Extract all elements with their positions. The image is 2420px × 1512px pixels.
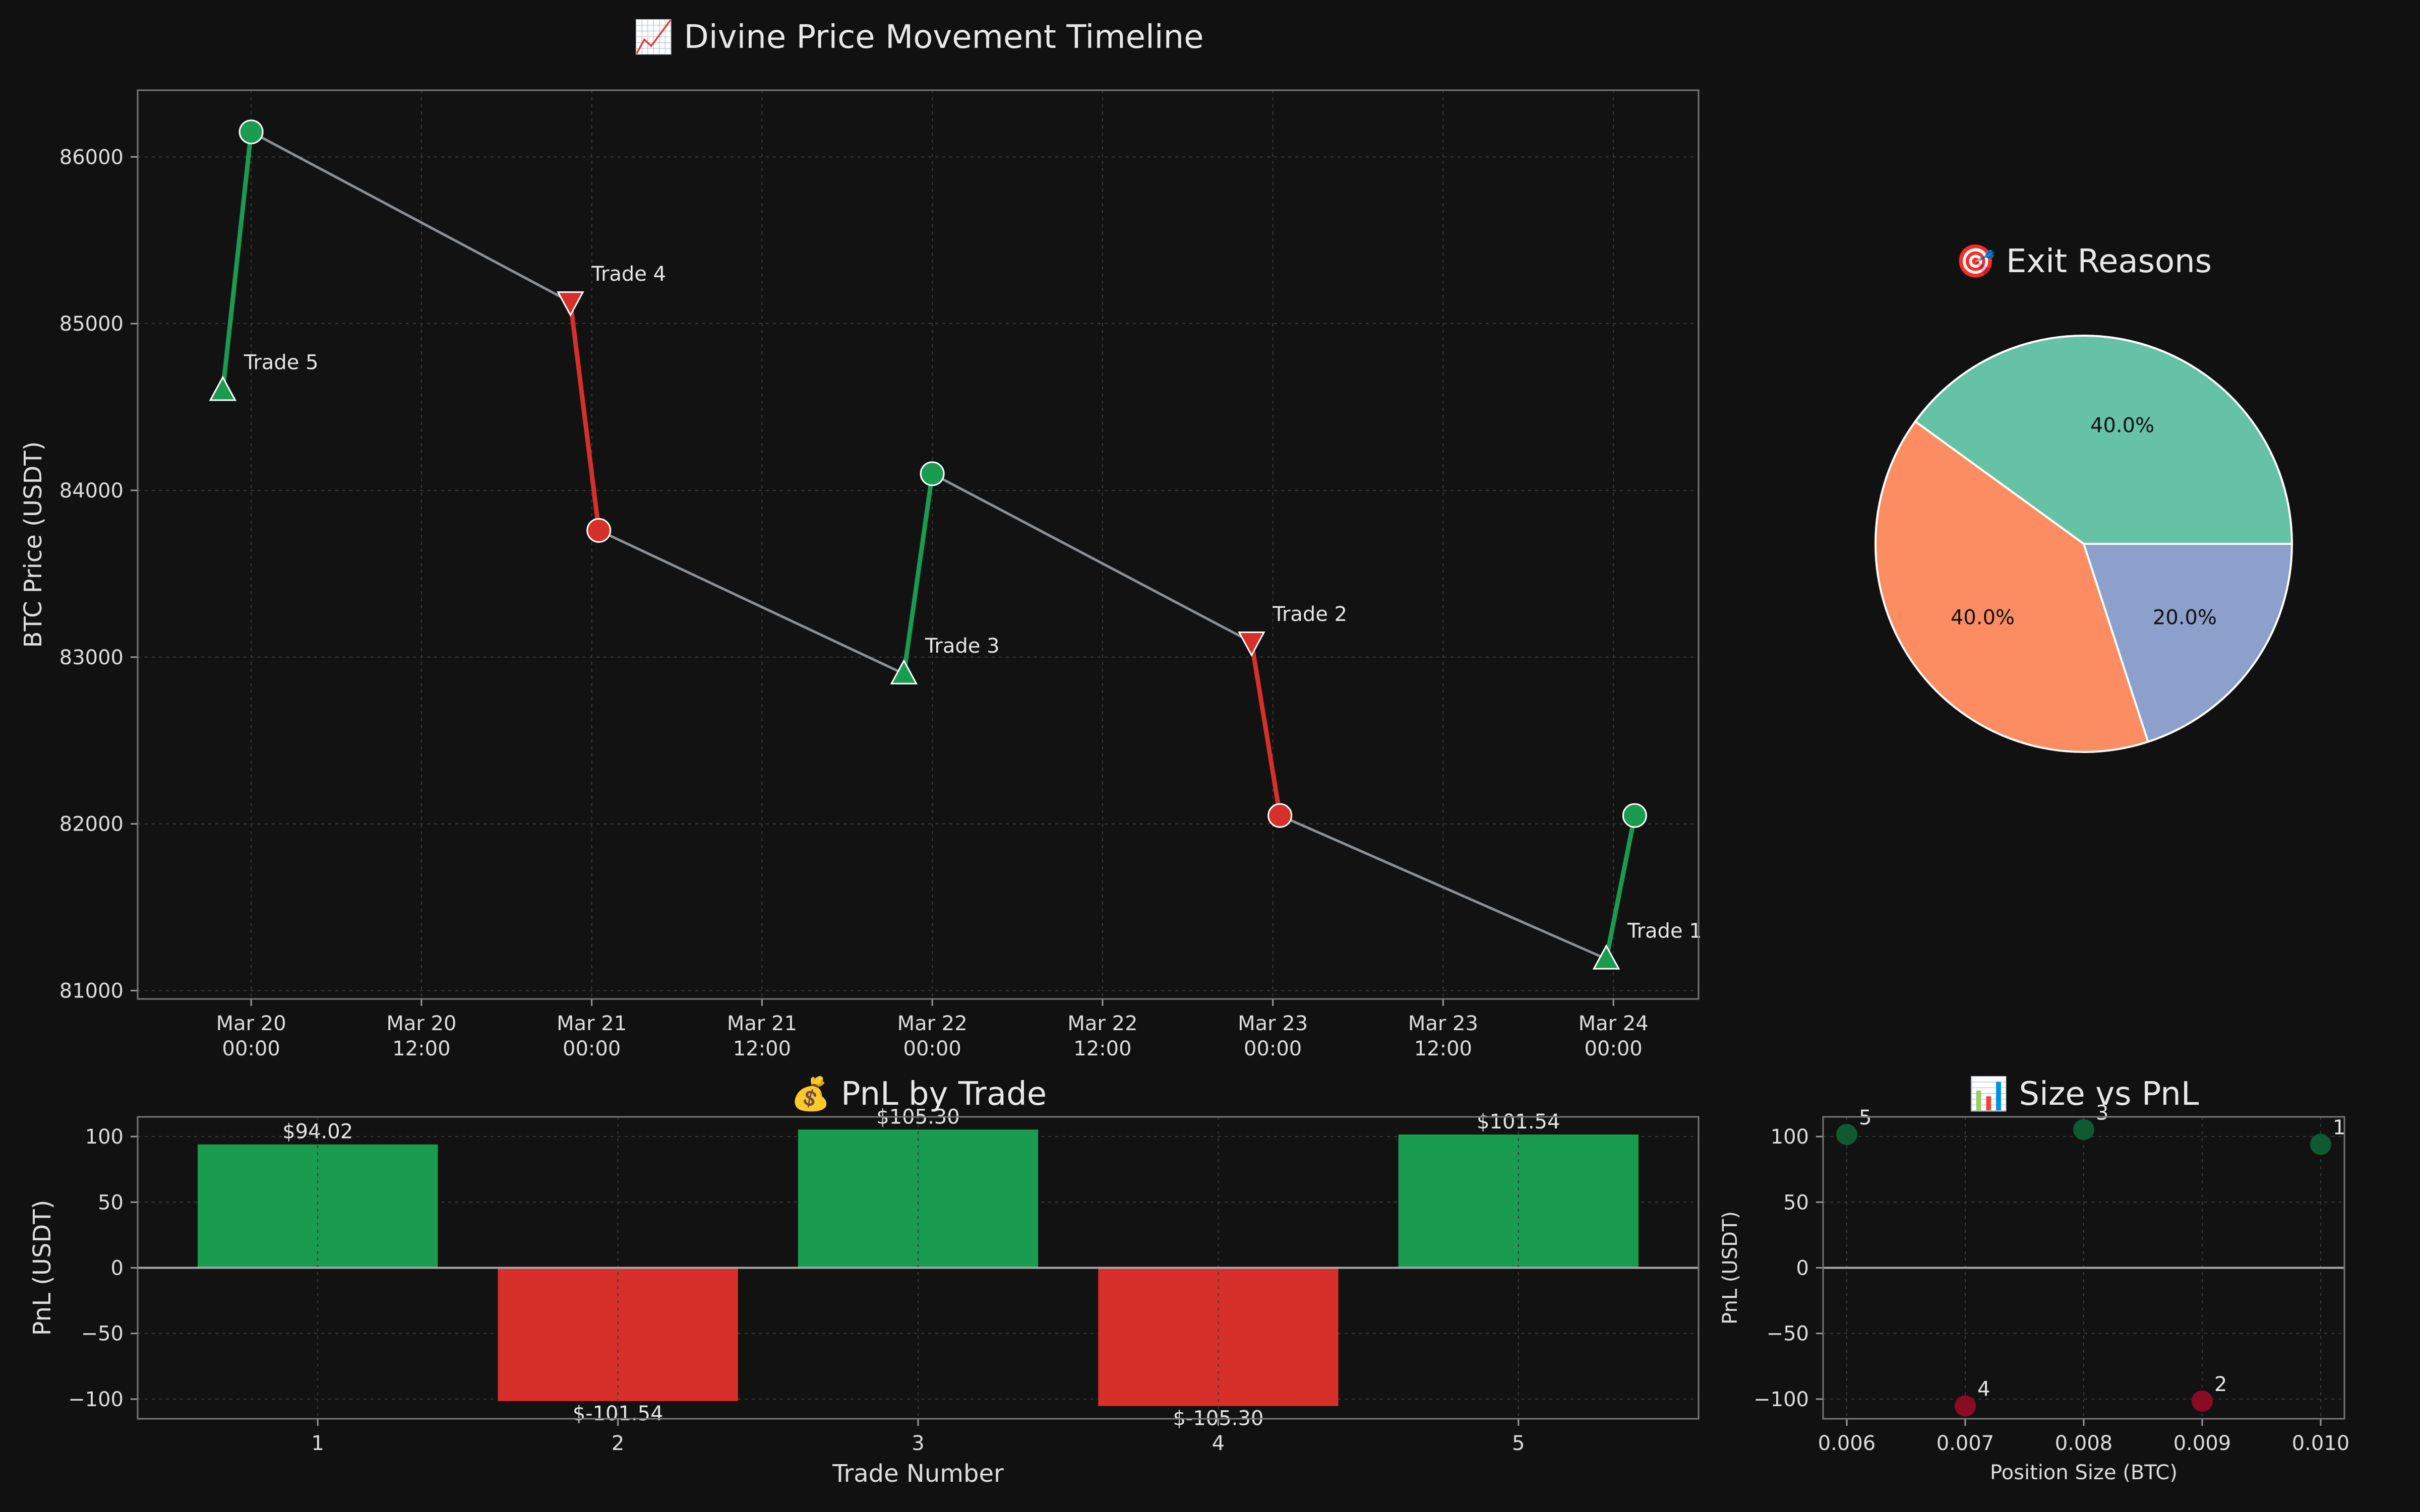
- trade-annotation-label: Trade 2: [1272, 603, 1347, 626]
- pie-percent-label: 40.0%: [2090, 414, 2154, 437]
- trade-connector-line: [598, 529, 904, 675]
- scatter-point: [1836, 1124, 1857, 1146]
- pnl-bar-value-label: $101.54: [1477, 1110, 1560, 1133]
- bars-x-tick-label: 4: [1212, 1432, 1225, 1455]
- scatter-y-tick-label: 50: [1783, 1191, 1809, 1214]
- trade-annotation-label: Trade 1: [1627, 920, 1702, 943]
- pie-slice-label: tp_hit (2): [1806, 667, 1899, 690]
- pie-slice: [2082, 543, 2293, 743]
- scatter-x-tick-label: 0.006: [1818, 1432, 1876, 1455]
- trade-entry-marker-up: [890, 659, 918, 684]
- scatter-x-axis-label: Position Size (BTC): [1990, 1461, 2177, 1484]
- trade-exit-marker: [238, 119, 264, 145]
- scatter-point-label: 4: [1977, 1378, 1990, 1401]
- timeline-x-tick-label: Mar 21 00:00: [557, 1012, 627, 1060]
- bars-x-axis-label: Trade Number: [832, 1460, 1004, 1488]
- bars-y-tick-label: 50: [98, 1191, 124, 1214]
- trade-exit-marker: [1622, 803, 1647, 828]
- pie-slice-label: stop_loss (2): [2154, 315, 2282, 338]
- trade-entry-marker-up: [1592, 944, 1620, 970]
- trade-entry-marker-up: [209, 375, 237, 401]
- trade-path-line: [220, 132, 254, 391]
- timeline-x-tick-label: Mar 23 12:00: [1408, 1012, 1478, 1060]
- scatter-point-label: 2: [2214, 1373, 2227, 1396]
- bars-y-tick-label: −100: [68, 1388, 124, 1411]
- trade-connector-line: [250, 131, 571, 303]
- trade-entry-marker-down: [557, 291, 584, 317]
- pie-slice: [1874, 420, 2150, 753]
- scatter-y-tick-label: 0: [1796, 1257, 1809, 1280]
- trade-path-line: [1604, 815, 1637, 960]
- trade-path-line: [568, 301, 601, 531]
- trade-annotation-label: Trade 4: [591, 263, 666, 286]
- timeline-x-tick-label: Mar 24 00:00: [1579, 1012, 1649, 1060]
- scatter-x-tick-label: 0.009: [2173, 1432, 2231, 1455]
- timeline-y-tick-label: 85000: [59, 312, 124, 336]
- scatter-y-tick-label: −100: [1753, 1388, 1809, 1411]
- scatter-point: [1955, 1395, 1976, 1417]
- scatter-y-tick-label: −50: [1767, 1322, 1809, 1346]
- scatter-x-tick-label: 0.008: [2055, 1432, 2113, 1455]
- pie-percent-label: 40.0%: [1951, 606, 2015, 629]
- timeline-y-tick-label: 83000: [59, 646, 124, 669]
- scatter-plot-frame: [1822, 1116, 2345, 1420]
- timeline-title: 📈 Divine Price Movement Timeline: [634, 19, 1204, 56]
- timeline-y-tick-label: 86000: [59, 146, 124, 169]
- pnl-bar: [198, 1144, 438, 1268]
- scatter-y-tick-label: 100: [1771, 1125, 1809, 1149]
- scatter-point: [2073, 1119, 2094, 1141]
- timeline-y-tick-label: 84000: [59, 479, 124, 502]
- bars-y-tick-label: 0: [111, 1257, 124, 1280]
- bars-x-tick-label: 3: [912, 1432, 924, 1455]
- bars-y-tick-label: −50: [81, 1322, 124, 1346]
- timeline-plot-frame: [137, 89, 1700, 1000]
- trade-entry-marker-down: [1238, 632, 1265, 657]
- scatter-x-tick-label: 0.010: [2292, 1432, 2350, 1455]
- scatter-point-label: 3: [2096, 1101, 2108, 1124]
- pnl-bar: [798, 1129, 1039, 1268]
- trade-exit-marker: [586, 518, 612, 543]
- scatter-point-label: 5: [1859, 1106, 1871, 1129]
- timeline-y-axis-label: BTC Price (USDT): [19, 442, 47, 648]
- trade-exit-marker: [1267, 803, 1293, 828]
- bars-x-tick-label: 2: [612, 1432, 624, 1455]
- scatter-title: 📊 Size vs PnL: [1969, 1076, 2199, 1113]
- bars-plot-frame: [137, 1116, 1700, 1420]
- scatter-point: [2192, 1390, 2213, 1412]
- trade-annotation-label: Trade 5: [244, 351, 319, 374]
- timeline-x-tick-label: Mar 22 12:00: [1067, 1012, 1137, 1060]
- trade-connector-line: [1279, 814, 1607, 960]
- scatter-x-tick-label: 0.007: [1937, 1432, 1994, 1455]
- trade-exit-marker: [920, 461, 945, 486]
- timeline-x-tick-label: Mar 22 00:00: [897, 1012, 967, 1060]
- pie-slice-label: manual (1): [2269, 667, 2380, 690]
- timeline-x-tick-label: Mar 20 00:00: [216, 1012, 286, 1060]
- trade-annotation-label: Trade 3: [925, 635, 1000, 658]
- trade-path-line: [1249, 642, 1283, 816]
- timeline-x-tick-label: Mar 20 12:00: [386, 1012, 456, 1060]
- bars-title: 💰 PnL by Trade: [791, 1076, 1047, 1113]
- scatter-point-label: 1: [2333, 1116, 2345, 1140]
- timeline-plot-area: [138, 90, 1699, 999]
- bars-y-axis-label: PnL (USDT): [28, 1200, 56, 1336]
- price-timeline-chart: 📈 Divine Price Movement Timeline Mar 20 00…: [19, 19, 1702, 1060]
- bars-y-tick-label: 100: [85, 1125, 124, 1149]
- timeline-x-tick-label: Mar 21 12:00: [727, 1012, 797, 1060]
- bars-x-tick-label: 1: [312, 1432, 324, 1455]
- exit-reasons-chart: 🎯 Exit Reasons 40.0% stop_loss (2) 40.0% tp_…: [1806, 243, 2380, 753]
- pie-percent-label: 20.0%: [2153, 606, 2217, 629]
- scatter-y-axis-label: PnL (USDT): [1719, 1211, 1742, 1325]
- pie-slice: [1914, 335, 2293, 545]
- timeline-y-tick-label: 82000: [59, 813, 124, 836]
- pie-title: 🎯 Exit Reasons: [1956, 243, 2212, 280]
- scatter-point: [2310, 1133, 2331, 1155]
- timeline-x-tick-label: Mar 23 00:00: [1238, 1012, 1308, 1060]
- bars-x-tick-label: 5: [1512, 1432, 1525, 1455]
- trade-connector-line: [931, 472, 1252, 644]
- timeline-y-tick-label: 81000: [59, 979, 124, 1002]
- trade-path-line: [901, 473, 935, 674]
- size-vs-pnl-chart: −100 −50 0 50 100 0.006 0.007 0.008 0.009 0.010 1 2…: [1719, 1076, 2349, 1484]
